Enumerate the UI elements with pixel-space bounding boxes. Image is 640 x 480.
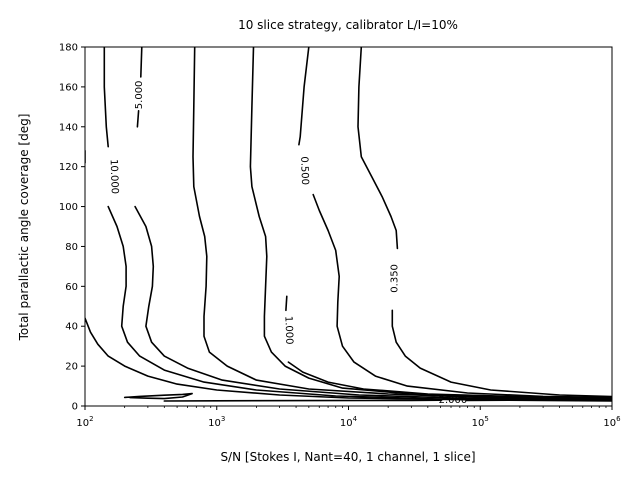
contour-label: 5.000 (134, 81, 145, 110)
x-tick-label: 105 (472, 415, 489, 429)
contour-label: 0.500 (298, 156, 310, 185)
contour-line (249, 47, 612, 400)
chart-title: 10 slice strategy, calibrator L/I=10% (238, 18, 458, 32)
contour-line (134, 205, 612, 401)
x-tick-label: 103 (208, 415, 225, 429)
y-tick-label: 60 (65, 282, 78, 293)
contour-labels: 10.000 5.000 1.000 0.500 0.350 2.000 (108, 81, 468, 406)
contour-label: 2.000 (439, 395, 468, 406)
x-tick-label: 106 (603, 415, 621, 429)
x-tick-label: 104 (340, 415, 358, 429)
plot-frame (84, 46, 613, 407)
contour-line (140, 47, 143, 78)
x-axis-label: S/N [Stokes I, Nant=40, 1 channel, 1 sli… (220, 450, 475, 464)
contour-label: 0.350 (389, 264, 400, 293)
y-tick-label: 40 (65, 322, 78, 333)
contour-line (391, 309, 612, 398)
contour-line (298, 47, 310, 146)
contour-line (85, 317, 612, 402)
y-tick-label: 140 (59, 122, 78, 133)
contour-label: 10.000 (108, 159, 120, 194)
contour-lines (85, 47, 612, 402)
contour-label: 1.000 (282, 316, 294, 345)
contour-line (163, 399, 442, 402)
contour-line (312, 193, 612, 399)
y-tick-label: 0 (72, 402, 78, 413)
x-axis: 102 103 104 105 106 (76, 406, 621, 429)
contour-line (357, 47, 399, 250)
y-axis-label: Total parallactic angle coverage [deg] (17, 114, 31, 342)
contour-line (136, 110, 140, 128)
contour-line (465, 399, 612, 402)
y-tick-label: 20 (65, 362, 78, 373)
contour-line (287, 361, 612, 399)
contour-line (192, 47, 612, 401)
y-tick-label: 180 (59, 43, 78, 54)
contour-line (285, 295, 288, 312)
x-tick-label: 102 (76, 415, 93, 429)
contour-line (107, 205, 612, 402)
y-tick-label: 160 (59, 82, 78, 93)
y-tick-label: 80 (65, 242, 78, 253)
y-axis: 0 20 40 60 80 100 120 140 160 180 (59, 43, 85, 413)
contour-line (123, 392, 193, 400)
y-tick-label: 120 (59, 162, 78, 173)
contour-line (103, 47, 109, 148)
y-tick-label: 100 (59, 202, 78, 213)
